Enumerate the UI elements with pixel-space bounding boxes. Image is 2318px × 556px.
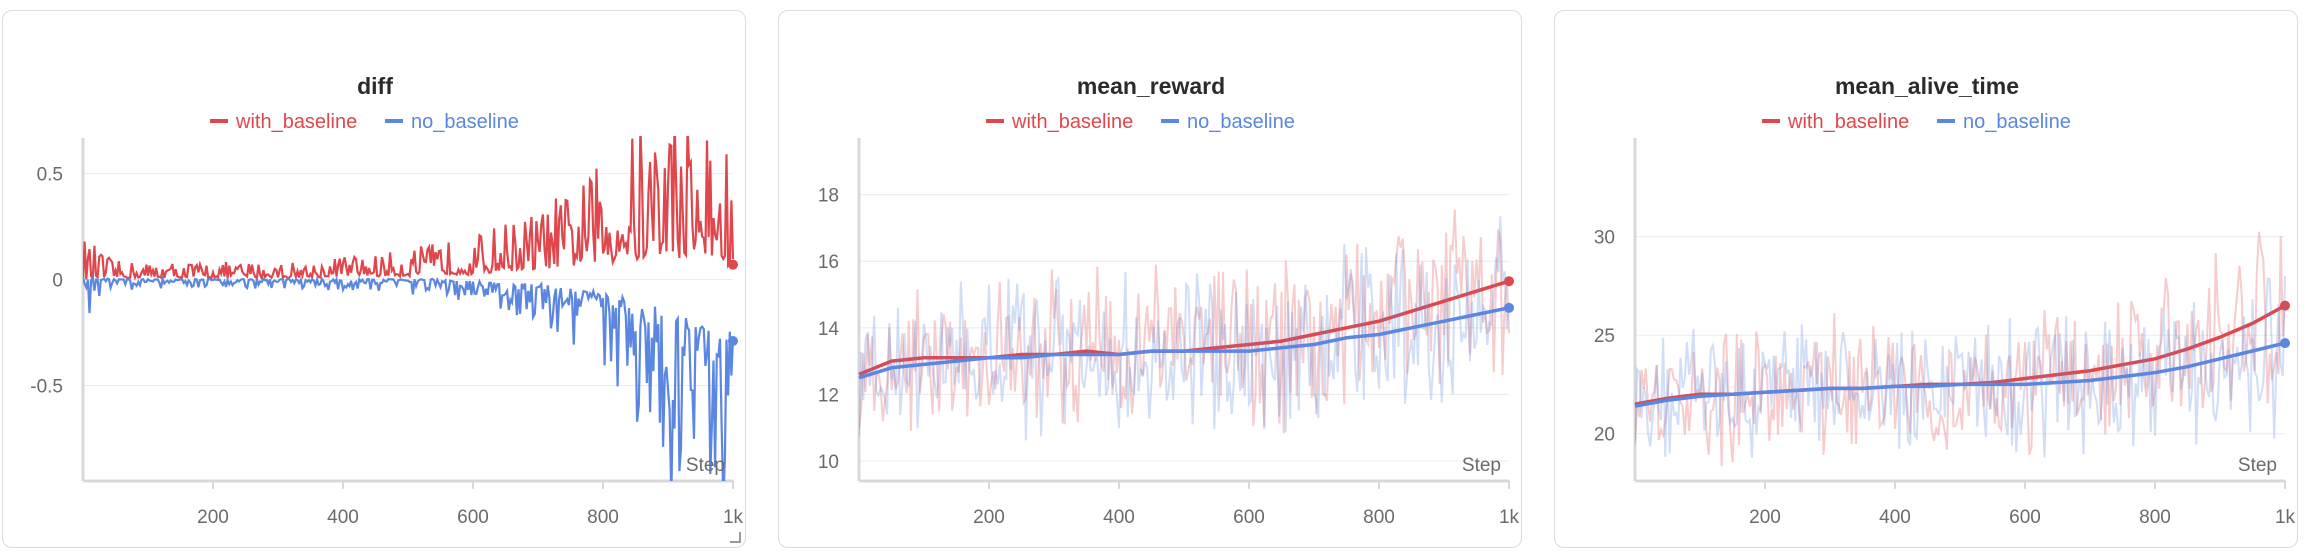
y-tick-label: 30 (1594, 228, 1615, 249)
x-tick-label: 800 (2139, 507, 2171, 528)
y-tick-label: 20 (1594, 425, 1615, 446)
x-tick-label: 400 (1879, 507, 1911, 528)
x-tick-label: 200 (973, 507, 1005, 528)
x-tick-label: 200 (197, 507, 229, 528)
chart-panel-diff: diff with_baseline no_baseline 0.5 0 -0.5 200 4… (2, 10, 746, 548)
chart-title: mean_alive_time (1835, 73, 2019, 99)
y-tick-label: 14 (818, 319, 840, 340)
x-tick-label: 800 (1363, 507, 1395, 528)
x-tick-label: 1k (1499, 507, 1520, 528)
legend-label-with_baseline[interactable]: with_baseline (235, 111, 357, 133)
legend-label-no_baseline[interactable]: no_baseline (411, 111, 519, 133)
series-raw-no_baseline[interactable] (1635, 276, 2286, 458)
series-end-point-with_baseline[interactable] (2280, 300, 2290, 311)
x-axis-step-label: Step (686, 455, 725, 476)
x-tick-label: 600 (2009, 507, 2041, 528)
x-tick-label: 1k (723, 507, 744, 528)
series-raw-with_baseline[interactable] (83, 119, 735, 282)
legend-label-with_baseline[interactable]: with_baseline (1011, 111, 1133, 133)
legend-label-no_baseline[interactable]: no_baseline (1187, 111, 1295, 133)
y-tick-label: -0.5 (30, 377, 63, 398)
chart-title: diff (357, 73, 393, 99)
chart-svg[interactable]: mean_reward with_baseline no_baseline 10 12 1… (779, 11, 1523, 549)
x-tick-label: 400 (327, 507, 359, 528)
y-tick-label: 18 (818, 186, 839, 207)
y-tick-label: 25 (1594, 326, 1615, 347)
legend-label-no_baseline[interactable]: no_baseline (1963, 111, 2071, 133)
chart-title: mean_reward (1077, 73, 1225, 99)
resize-handle-icon[interactable] (730, 532, 741, 543)
series-end-point-no_baseline[interactable] (728, 336, 738, 347)
series-raw-no_baseline[interactable] (83, 274, 735, 500)
legend-label-with_baseline[interactable]: with_baseline (1787, 111, 1909, 133)
series-raw-with_baseline[interactable] (1635, 231, 2286, 467)
x-tick-label: 400 (1103, 507, 1135, 528)
x-tick-label: 800 (587, 507, 619, 528)
x-axis-step-label: Step (1462, 455, 1501, 476)
x-tick-label: 600 (1233, 507, 1265, 528)
y-tick-label: 0 (52, 271, 63, 292)
y-tick-label: 12 (818, 385, 839, 406)
chart-svg[interactable]: mean_alive_time with_baseline no_baseline 2… (1555, 11, 2299, 549)
series-end-point-no_baseline[interactable] (2280, 338, 2290, 349)
x-axis-step-label: Step (2238, 455, 2277, 476)
series-raw-with_baseline[interactable] (859, 209, 1510, 434)
series-end-point-no_baseline[interactable] (1504, 302, 1514, 313)
series-end-point-with_baseline[interactable] (728, 259, 738, 270)
y-tick-label: 10 (818, 452, 839, 473)
x-tick-label: 200 (1749, 507, 1781, 528)
y-tick-label: 0.5 (37, 164, 63, 185)
y-tick-label: 16 (818, 252, 839, 273)
series-raw-no_baseline[interactable] (859, 216, 1510, 441)
chart-panel-mean-reward: mean_reward with_baseline no_baseline 10 12 1… (778, 10, 1522, 548)
series-smoothed-no_baseline[interactable] (1634, 341, 2286, 408)
series-smoothed-no_baseline[interactable] (858, 306, 1510, 380)
series-end-point-with_baseline[interactable] (1504, 276, 1514, 287)
chart-panel-mean-alive-time: mean_alive_time with_baseline no_baseline 2… (1554, 10, 2298, 548)
x-tick-label: 600 (457, 507, 489, 528)
x-tick-label: 1k (2275, 507, 2296, 528)
